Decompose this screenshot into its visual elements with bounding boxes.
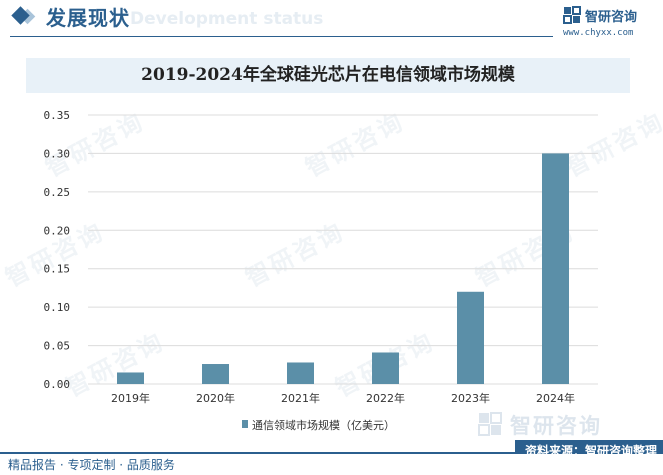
bar [287, 362, 314, 384]
brand: 智研咨询 www.chyxx.com [563, 6, 658, 40]
page-footer: 精品报告 · 专项定制 · 品质服务 资料来源：智研咨询整理 [0, 440, 663, 475]
page-header: Development status 发展现状 [0, 0, 663, 40]
y-tick-label: 0.25 [44, 186, 71, 199]
y-tick-label: 0.05 [44, 340, 71, 353]
legend-label: 通信领域市场规模（亿美元） [252, 419, 395, 432]
brand-name: 智研咨询 [585, 10, 638, 25]
header-title: 发展现状 [46, 6, 130, 30]
x-tick-label: 2019年 [111, 391, 150, 405]
brand-url: www.chyxx.com [563, 28, 634, 38]
y-tick-label: 0.30 [44, 147, 71, 160]
y-tick-label: 0.15 [44, 263, 71, 276]
chart-title: 2019-2024年全球硅光芯片在电信领域市场规模 [141, 65, 515, 85]
x-tick-label: 2021年 [281, 391, 320, 405]
x-tick-label: 2020年 [196, 391, 235, 405]
footer-divider [0, 452, 663, 454]
bar [202, 364, 229, 384]
y-tick-label: 0.35 [44, 109, 71, 122]
x-tick-label: 2024年 [536, 391, 575, 405]
chart-title-band: 2019-2024年全球硅光芯片在电信领域市场规模 [26, 58, 630, 93]
footer-brand-watermark: 智研咨询 [478, 410, 648, 440]
legend-swatch [242, 420, 248, 428]
watermark-brand-name: 智研咨询 [510, 414, 602, 438]
y-tick-label: 0.20 [44, 224, 71, 237]
footer-tagline: 精品报告 · 专项定制 · 品质服务 [8, 458, 175, 472]
x-tick-label: 2023年 [451, 391, 490, 405]
bar-chart: 0.00 0.05 0.10 0.15 0.20 0.25 0.30 0.35 2019年 202… [44, 109, 598, 405]
bar [542, 153, 569, 384]
y-tick-label: 0.10 [44, 301, 71, 314]
x-tick-label: 2022年 [366, 391, 405, 405]
header-divider [10, 36, 553, 37]
watermark-logo-icon [478, 412, 502, 436]
y-tick-label: 0.00 [44, 378, 71, 391]
source-text: 资料来源：智研咨询整理 [524, 444, 657, 458]
brand-logo-icon [563, 6, 581, 24]
bar [117, 372, 144, 384]
source-tag: 资料来源：智研咨询整理 [514, 440, 663, 457]
bar [457, 291, 484, 384]
bar [372, 352, 399, 384]
header-subtitle: Development status [130, 9, 324, 29]
